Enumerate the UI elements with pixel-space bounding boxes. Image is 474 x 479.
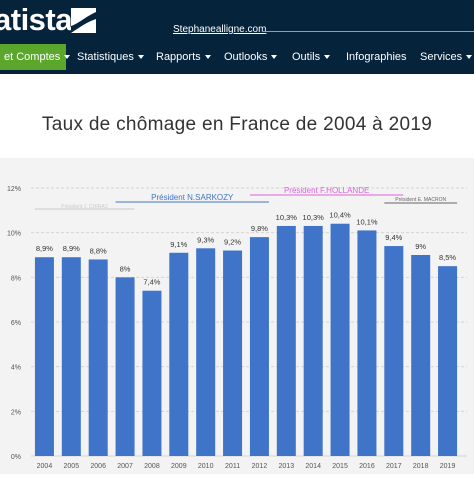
value-label: 10,3%	[276, 213, 298, 222]
nav-label: Infographies	[346, 51, 407, 63]
unemployment-chart: 0% 2% 4% 6% 8% 10% 12% 8,9% 2004 8,9% 2005 8,8% 2006…	[7, 186, 467, 470]
chevron-down-icon	[64, 55, 71, 60]
y-tick-label: 2%	[11, 409, 21, 416]
value-label: 8%	[120, 264, 131, 273]
x-tick-label: 2004	[37, 463, 53, 470]
presidency-label: Président F.HOLLANDE	[284, 186, 369, 195]
bar	[384, 246, 404, 456]
value-label: 9%	[415, 242, 426, 251]
bar	[223, 250, 243, 456]
chart-panel: 0% 2% 4% 6% 8% 10% 12% 8,9% 2004 8,9% 2005 8,8% 2006…	[0, 158, 474, 474]
bar	[357, 230, 377, 456]
value-label: 9,1%	[170, 240, 187, 249]
value-label: 10,1%	[356, 217, 378, 226]
chevron-down-icon	[271, 55, 278, 60]
nav-infographics[interactable]: Infographies	[346, 40, 407, 74]
chevron-down-icon	[204, 55, 211, 60]
x-tick-label: 2008	[144, 463, 160, 470]
x-tick-label: 2017	[386, 463, 402, 470]
bar	[115, 277, 135, 456]
x-tick-label: 2013	[279, 463, 295, 470]
value-label: 10,3%	[303, 213, 325, 222]
nav-statistics[interactable]: Statistiques	[77, 40, 144, 74]
value-label: 9,4%	[385, 233, 402, 242]
value-label: 9,3%	[197, 235, 214, 244]
header-divider	[262, 31, 474, 32]
x-tick-label: 2016	[359, 463, 375, 470]
x-tick-label: 2019	[440, 463, 456, 470]
bar	[303, 225, 323, 456]
bar	[276, 225, 296, 456]
chart-title: Taux de chômage en France de 2004 à 2019	[41, 114, 433, 135]
x-tick-label: 2007	[117, 463, 133, 470]
nav-label: Statistiques	[77, 51, 134, 63]
x-tick-label: 2011	[225, 463, 240, 470]
nav-label: Rapports	[156, 51, 201, 63]
chevron-down-icon	[137, 55, 144, 60]
y-tick-label: 6%	[11, 320, 21, 327]
bar	[438, 266, 458, 456]
chevron-down-icon	[324, 55, 331, 60]
value-label: 8,5%	[439, 253, 456, 262]
x-tick-label: 2015	[332, 463, 348, 470]
nav-label: Outils	[292, 51, 321, 63]
site-link[interactable]: Stephanealligne.com	[173, 24, 267, 35]
presidency-label: Président E. MACRON	[395, 197, 446, 203]
y-tick-label: 10%	[7, 231, 21, 238]
x-tick-label: 2006	[90, 463, 106, 470]
nav-services[interactable]: Services	[420, 40, 473, 74]
x-tick-label: 2014	[305, 463, 321, 470]
nav-reports[interactable]: Rapports	[156, 40, 211, 74]
chevron-down-icon	[466, 55, 473, 60]
bar	[88, 259, 108, 456]
bar	[249, 237, 269, 456]
page-spacer	[0, 74, 474, 158]
y-tick-label: 0%	[11, 454, 21, 461]
x-tick-label: 2012	[252, 463, 268, 470]
x-tick-label: 2010	[198, 463, 214, 470]
value-label: 8,9%	[63, 244, 80, 253]
value-label: 10,4%	[329, 211, 351, 220]
value-label: 8,9%	[36, 244, 53, 253]
value-label: 9,8%	[251, 224, 268, 233]
statista-logo[interactable]: atista	[0, 2, 72, 37]
bar	[169, 252, 189, 456]
nav-tools[interactable]: Outils	[292, 40, 331, 74]
top-header: atista Stephanealligne.com	[0, 0, 474, 40]
x-tick-label: 2005	[64, 463, 80, 470]
nav-label: Outlooks	[224, 51, 268, 63]
presidency-label: Président N.SARKOZY	[151, 193, 234, 202]
value-label: 9,2%	[224, 238, 241, 247]
bar	[142, 290, 162, 456]
bar	[411, 255, 431, 456]
nav-account[interactable]: et Comptes	[0, 44, 71, 70]
bar	[34, 257, 54, 456]
x-tick-label: 2009	[171, 463, 187, 470]
y-tick-label: 12%	[7, 186, 21, 193]
y-tick-label: 4%	[11, 365, 21, 372]
value-label: 7,4%	[143, 278, 160, 287]
nav-outlooks[interactable]: Outlooks	[224, 40, 278, 74]
bar	[196, 248, 216, 456]
bar	[330, 223, 350, 456]
main-nav: et Comptes Statistiques Rapports Outlook…	[0, 40, 474, 74]
y-tick-label: 8%	[11, 275, 21, 282]
value-label: 8,8%	[90, 246, 107, 255]
x-tick-label: 2018	[413, 463, 429, 470]
presidency-label: Président J. CHIRAC	[61, 204, 108, 210]
nav-label: Services	[420, 51, 463, 63]
bar	[61, 257, 81, 456]
nav-label: et Comptes	[4, 51, 61, 63]
statista-logo-icon	[71, 8, 96, 33]
